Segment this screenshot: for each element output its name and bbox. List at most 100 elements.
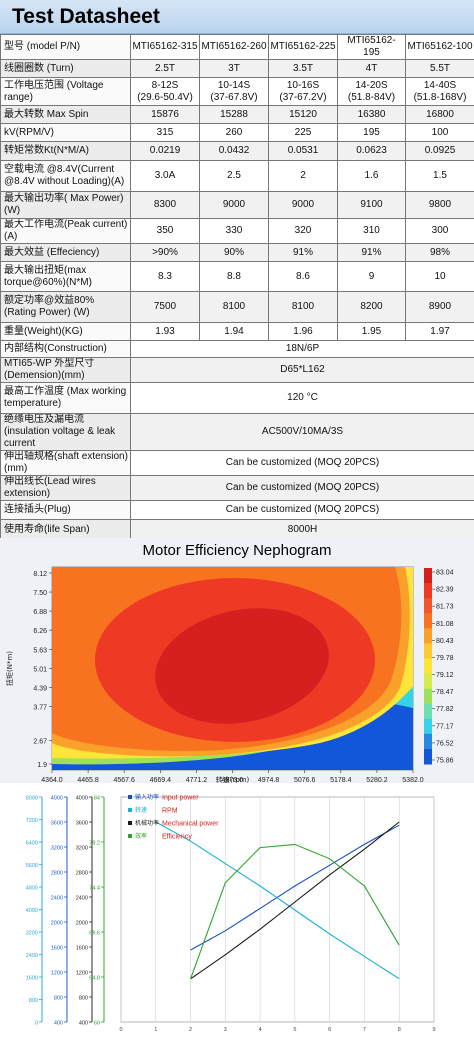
left-axis-tick-label: 4000 <box>51 796 63 802</box>
spec-row-merged: 内部结构(Construction) 18N/6P <box>0 340 474 358</box>
x-tick-label: 5 <box>293 1027 296 1033</box>
left-axis-tick-label: 400 <box>79 1021 88 1027</box>
colorbar-label: 79.12 <box>436 672 454 679</box>
spec-row-merged: 连接插头(Plug) Can be customized (MOQ 20PCS) <box>0 500 474 520</box>
spec-label: 额定功率@效益80% (Rating Power) (W) <box>0 291 131 323</box>
spec-value: 1.6 <box>337 160 406 192</box>
left-axis-tick-label: 79.2 <box>89 841 100 847</box>
colorbar-label: 81.73 <box>436 604 454 611</box>
x-axis-label: 转速(rpm) <box>216 775 250 783</box>
x-tick-label: 4771.2 <box>186 777 208 783</box>
spec-value: 8.3 <box>130 261 200 292</box>
spec-label: 最大输出功率( Max Power)(W) <box>0 191 131 219</box>
x-tick-label: 4873.0 <box>222 777 244 783</box>
spec-value: MTI65162-225 <box>268 34 338 60</box>
spec-merged-value: AC500V/10MA/3S <box>130 413 474 451</box>
left-axis-tick-label: 800 <box>79 996 88 1002</box>
spec-value: 1.94 <box>199 322 269 341</box>
spec-value: 9100 <box>337 191 406 219</box>
spec-value: 100 <box>405 123 474 142</box>
spec-value: 14-20S (51.8-84V) <box>337 77 406 106</box>
spec-label: 线圈圈数 (Turn) <box>0 59 131 78</box>
spec-value: 320 <box>268 218 338 244</box>
x-tick-label: 4 <box>259 1027 262 1033</box>
left-axis-tick-label: 3600 <box>76 821 88 827</box>
spec-value: 15876 <box>130 105 200 124</box>
spec-value: 8100 <box>199 291 269 323</box>
contour-core <box>155 608 329 724</box>
spec-merged-value: 8000H <box>130 519 474 540</box>
colorbar-segment <box>424 583 432 599</box>
spec-row: 额定功率@效益80% (Rating Power) (W) 7500 8100 810… <box>0 291 474 323</box>
spec-value: 91% <box>268 243 338 262</box>
spec-value: 260 <box>199 123 269 142</box>
spec-value: 8900 <box>405 291 474 323</box>
spec-value: 0.0925 <box>405 141 474 161</box>
spec-label: 最大工作电流(Peak current)(A) <box>0 218 131 244</box>
spec-value: MTI65162-100 <box>405 34 474 60</box>
spec-label: 连接插头(Plug) <box>0 500 131 520</box>
x-tick-label: 4974.8 <box>258 777 280 783</box>
spec-table: 型号 (model P/N) MTI65162-315 MTI65162-260 MT… <box>0 34 474 540</box>
left-axis-tick-label: 5600 <box>26 863 38 869</box>
colorbar-segment <box>424 613 432 629</box>
spec-row: 最大转数 Max Spin 15876 15288 15120 16380 16800 <box>0 105 474 124</box>
spec-value: 10-14S (37-67.8V) <box>199 77 269 106</box>
left-axis-tick-label: 7200 <box>26 818 38 824</box>
x-tick-label: 4364.0 <box>41 777 63 783</box>
colorbar-segment <box>424 703 432 720</box>
spec-value: 3.5T <box>268 59 338 78</box>
spec-value: 8100 <box>268 291 338 323</box>
page-title: Test Datasheet <box>12 5 160 28</box>
spec-value: 8.8 <box>199 261 269 292</box>
y-axis-label: 扭矩(N*m) <box>5 651 14 686</box>
colorbar-label: 76.52 <box>436 740 454 747</box>
x-tick-label: 4465.8 <box>77 777 99 783</box>
colorbar-label: 78.47 <box>436 689 454 696</box>
spec-label: 使用寿命(life Span) <box>0 519 131 540</box>
performance-chart: 0 800 1600 2400 3200 4000 4800 5600 6400 7200 8000… <box>0 785 474 1047</box>
left-axis-tick-label: 3200 <box>76 846 88 852</box>
y-tick-label: 1.9 <box>37 762 47 769</box>
x-tick-label: 5382.0 <box>402 777 424 783</box>
colorbar-segment <box>424 643 432 659</box>
spec-row: 最大效益 (Effeciency) >90% 90% 91% 91% 98% <box>0 243 474 262</box>
spec-label: 型号 (model P/N) <box>0 34 131 60</box>
left-axis-tick-label: 0 <box>35 1021 38 1027</box>
legend-swatch <box>128 821 132 825</box>
left-axis-tick-label: 1600 <box>51 946 63 952</box>
x-tick-label: 5280.2 <box>366 777 388 783</box>
left-axis-tick-label: 1200 <box>51 971 63 977</box>
spec-merged-value: 120 °C <box>130 382 474 414</box>
x-tick-label: 6 <box>328 1027 331 1033</box>
legend-label: Input power <box>162 795 199 802</box>
left-axis-tick-label: 1600 <box>76 946 88 952</box>
colorbar-label: 83.04 <box>436 570 454 577</box>
left-axis-tick-label: 3200 <box>26 931 38 937</box>
spec-value: 0.0219 <box>130 141 200 161</box>
left-axis-tick-label: 2800 <box>76 871 88 877</box>
colorbar-segment <box>424 718 432 735</box>
spec-value: 91% <box>337 243 406 262</box>
x-tick-label: 4567.6 <box>113 777 135 783</box>
legend-name: 转速 <box>135 806 147 814</box>
x-tick-label: 0 <box>119 1027 122 1033</box>
spec-label: 最高工作温度 (Max working temperature) <box>0 382 131 414</box>
spec-value: MTI65162-315 <box>130 34 200 60</box>
spec-value: 1.97 <box>405 322 474 341</box>
spec-value: 1.5 <box>405 160 474 192</box>
spec-value: 1.96 <box>268 322 338 341</box>
colorbar-segment <box>424 673 432 690</box>
y-tick-label: 3.77 <box>33 705 47 712</box>
spec-value: 16380 <box>337 105 406 124</box>
x-tick-label: 5178.4 <box>330 777 352 783</box>
y-tick-label: 6.26 <box>33 628 47 635</box>
left-axis-tick-label: 60 <box>94 1021 100 1027</box>
spec-value: 300 <box>405 218 474 244</box>
left-axis-tick-label: 2800 <box>51 871 63 877</box>
spec-label: 最大输出扭矩(max torque@60%)(N*M) <box>0 261 131 292</box>
legend-label: RPM <box>162 808 178 815</box>
left-axis-tick-label: 4000 <box>76 796 88 802</box>
spec-row-merged: 绝缘电压及漏电流(insulation voltage & leak curre… <box>0 413 474 451</box>
x-tick-label: 2 <box>189 1027 192 1033</box>
